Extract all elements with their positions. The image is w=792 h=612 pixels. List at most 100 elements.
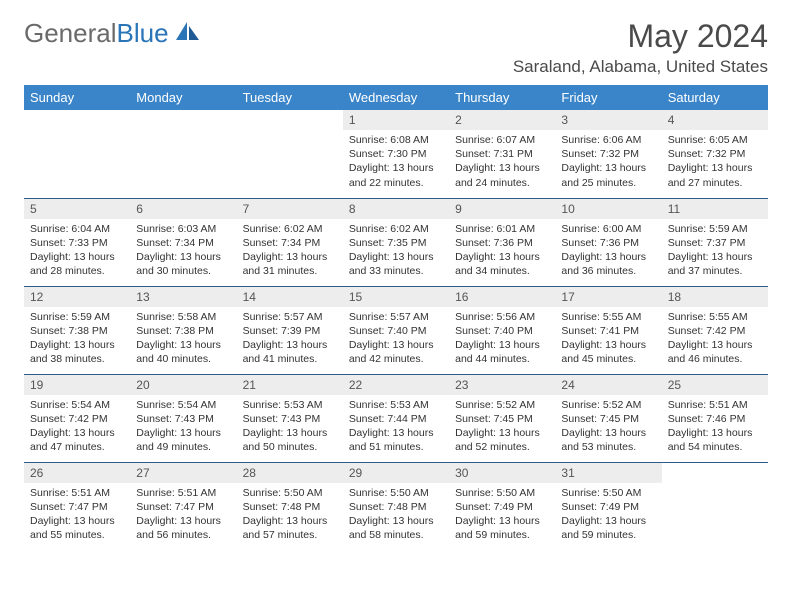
calendar-cell: 7Sunrise: 6:02 AMSunset: 7:34 PMDaylight…	[237, 198, 343, 286]
day-number: 15	[343, 287, 449, 307]
daylight-text: Daylight: 13 hours and 55 minutes.	[30, 514, 124, 542]
daylight-text: Daylight: 13 hours and 33 minutes.	[349, 250, 443, 278]
daylight-text: Daylight: 13 hours and 40 minutes.	[136, 338, 230, 366]
daylight-text: Daylight: 13 hours and 45 minutes.	[561, 338, 655, 366]
sunrise-text: Sunrise: 5:53 AM	[349, 398, 443, 412]
sunrise-text: Sunrise: 5:50 AM	[455, 486, 549, 500]
daylight-text: Daylight: 13 hours and 59 minutes.	[455, 514, 549, 542]
calendar-cell: ..	[237, 110, 343, 198]
weekday-header: Saturday	[662, 85, 768, 110]
day-data: Sunrise: 5:59 AMSunset: 7:38 PMDaylight:…	[24, 307, 130, 373]
day-data: Sunrise: 5:50 AMSunset: 7:49 PMDaylight:…	[449, 483, 555, 549]
day-number: 1	[343, 110, 449, 130]
sunset-text: Sunset: 7:48 PM	[349, 500, 443, 514]
daylight-text: Daylight: 13 hours and 53 minutes.	[561, 426, 655, 454]
daylight-text: Daylight: 13 hours and 34 minutes.	[455, 250, 549, 278]
daylight-text: Daylight: 13 hours and 41 minutes.	[243, 338, 337, 366]
calendar-cell: 25Sunrise: 5:51 AMSunset: 7:46 PMDayligh…	[662, 374, 768, 462]
brand-logo: GeneralBlue	[24, 18, 201, 49]
day-data: Sunrise: 6:04 AMSunset: 7:33 PMDaylight:…	[24, 219, 130, 285]
day-number: 13	[130, 287, 236, 307]
sunrise-text: Sunrise: 5:52 AM	[455, 398, 549, 412]
day-number: 12	[24, 287, 130, 307]
calendar-header-row: SundayMondayTuesdayWednesdayThursdayFrid…	[24, 85, 768, 110]
daylight-text: Daylight: 13 hours and 42 minutes.	[349, 338, 443, 366]
calendar-week: 5Sunrise: 6:04 AMSunset: 7:33 PMDaylight…	[24, 198, 768, 286]
day-number: 8	[343, 199, 449, 219]
daylight-text: Daylight: 13 hours and 54 minutes.	[668, 426, 762, 454]
day-data: Sunrise: 5:52 AMSunset: 7:45 PMDaylight:…	[449, 395, 555, 461]
calendar-body: ......1Sunrise: 6:08 AMSunset: 7:30 PMDa…	[24, 110, 768, 550]
calendar-week: 19Sunrise: 5:54 AMSunset: 7:42 PMDayligh…	[24, 374, 768, 462]
calendar-cell: 29Sunrise: 5:50 AMSunset: 7:48 PMDayligh…	[343, 462, 449, 550]
day-number: 11	[662, 199, 768, 219]
daylight-text: Daylight: 13 hours and 56 minutes.	[136, 514, 230, 542]
sunset-text: Sunset: 7:49 PM	[455, 500, 549, 514]
daylight-text: Daylight: 13 hours and 31 minutes.	[243, 250, 337, 278]
calendar-cell: 11Sunrise: 5:59 AMSunset: 7:37 PMDayligh…	[662, 198, 768, 286]
sunrise-text: Sunrise: 5:57 AM	[243, 310, 337, 324]
day-number: 7	[237, 199, 343, 219]
day-data: Sunrise: 6:01 AMSunset: 7:36 PMDaylight:…	[449, 219, 555, 285]
day-number: 9	[449, 199, 555, 219]
sunrise-text: Sunrise: 6:04 AM	[30, 222, 124, 236]
calendar-cell: 19Sunrise: 5:54 AMSunset: 7:42 PMDayligh…	[24, 374, 130, 462]
day-number: 2	[449, 110, 555, 130]
day-number: 3	[555, 110, 661, 130]
calendar-cell: 10Sunrise: 6:00 AMSunset: 7:36 PMDayligh…	[555, 198, 661, 286]
sunset-text: Sunset: 7:45 PM	[561, 412, 655, 426]
calendar-cell: 6Sunrise: 6:03 AMSunset: 7:34 PMDaylight…	[130, 198, 236, 286]
day-number: 10	[555, 199, 661, 219]
day-data: Sunrise: 5:52 AMSunset: 7:45 PMDaylight:…	[555, 395, 661, 461]
sunset-text: Sunset: 7:47 PM	[30, 500, 124, 514]
calendar-cell: ..	[130, 110, 236, 198]
day-data: Sunrise: 6:07 AMSunset: 7:31 PMDaylight:…	[449, 130, 555, 196]
day-data: Sunrise: 5:54 AMSunset: 7:42 PMDaylight:…	[24, 395, 130, 461]
sunset-text: Sunset: 7:48 PM	[243, 500, 337, 514]
calendar-cell: 3Sunrise: 6:06 AMSunset: 7:32 PMDaylight…	[555, 110, 661, 198]
day-data: Sunrise: 6:08 AMSunset: 7:30 PMDaylight:…	[343, 130, 449, 196]
sunset-text: Sunset: 7:36 PM	[455, 236, 549, 250]
weekday-header: Tuesday	[237, 85, 343, 110]
brand-part2: Blue	[117, 18, 169, 49]
weekday-header: Thursday	[449, 85, 555, 110]
calendar-cell: 14Sunrise: 5:57 AMSunset: 7:39 PMDayligh…	[237, 286, 343, 374]
day-data: Sunrise: 5:55 AMSunset: 7:42 PMDaylight:…	[662, 307, 768, 373]
day-data: Sunrise: 5:51 AMSunset: 7:46 PMDaylight:…	[662, 395, 768, 461]
sunset-text: Sunset: 7:49 PM	[561, 500, 655, 514]
sunset-text: Sunset: 7:32 PM	[668, 147, 762, 161]
day-data: Sunrise: 6:02 AMSunset: 7:35 PMDaylight:…	[343, 219, 449, 285]
daylight-text: Daylight: 13 hours and 44 minutes.	[455, 338, 549, 366]
calendar-week: 12Sunrise: 5:59 AMSunset: 7:38 PMDayligh…	[24, 286, 768, 374]
calendar-cell: 26Sunrise: 5:51 AMSunset: 7:47 PMDayligh…	[24, 462, 130, 550]
day-data: Sunrise: 5:53 AMSunset: 7:44 PMDaylight:…	[343, 395, 449, 461]
sunrise-text: Sunrise: 6:02 AM	[243, 222, 337, 236]
sunset-text: Sunset: 7:43 PM	[136, 412, 230, 426]
brand-part1: General	[24, 18, 117, 49]
calendar-cell: 8Sunrise: 6:02 AMSunset: 7:35 PMDaylight…	[343, 198, 449, 286]
calendar-cell: 4Sunrise: 6:05 AMSunset: 7:32 PMDaylight…	[662, 110, 768, 198]
sunset-text: Sunset: 7:41 PM	[561, 324, 655, 338]
day-data: Sunrise: 6:05 AMSunset: 7:32 PMDaylight:…	[662, 130, 768, 196]
sunset-text: Sunset: 7:45 PM	[455, 412, 549, 426]
day-number: 24	[555, 375, 661, 395]
calendar-cell: 9Sunrise: 6:01 AMSunset: 7:36 PMDaylight…	[449, 198, 555, 286]
sunset-text: Sunset: 7:44 PM	[349, 412, 443, 426]
calendar-cell: 20Sunrise: 5:54 AMSunset: 7:43 PMDayligh…	[130, 374, 236, 462]
daylight-text: Daylight: 13 hours and 25 minutes.	[561, 161, 655, 189]
sunrise-text: Sunrise: 6:00 AM	[561, 222, 655, 236]
sunrise-text: Sunrise: 5:51 AM	[668, 398, 762, 412]
daylight-text: Daylight: 13 hours and 52 minutes.	[455, 426, 549, 454]
calendar-cell: 28Sunrise: 5:50 AMSunset: 7:48 PMDayligh…	[237, 462, 343, 550]
calendar-cell: 23Sunrise: 5:52 AMSunset: 7:45 PMDayligh…	[449, 374, 555, 462]
day-data: Sunrise: 5:54 AMSunset: 7:43 PMDaylight:…	[130, 395, 236, 461]
sunset-text: Sunset: 7:31 PM	[455, 147, 549, 161]
day-data: Sunrise: 5:51 AMSunset: 7:47 PMDaylight:…	[130, 483, 236, 549]
day-number: 18	[662, 287, 768, 307]
calendar-cell: 31Sunrise: 5:50 AMSunset: 7:49 PMDayligh…	[555, 462, 661, 550]
sunrise-text: Sunrise: 5:55 AM	[668, 310, 762, 324]
sunrise-text: Sunrise: 6:01 AM	[455, 222, 549, 236]
day-number: 4	[662, 110, 768, 130]
daylight-text: Daylight: 13 hours and 47 minutes.	[30, 426, 124, 454]
day-number: 16	[449, 287, 555, 307]
